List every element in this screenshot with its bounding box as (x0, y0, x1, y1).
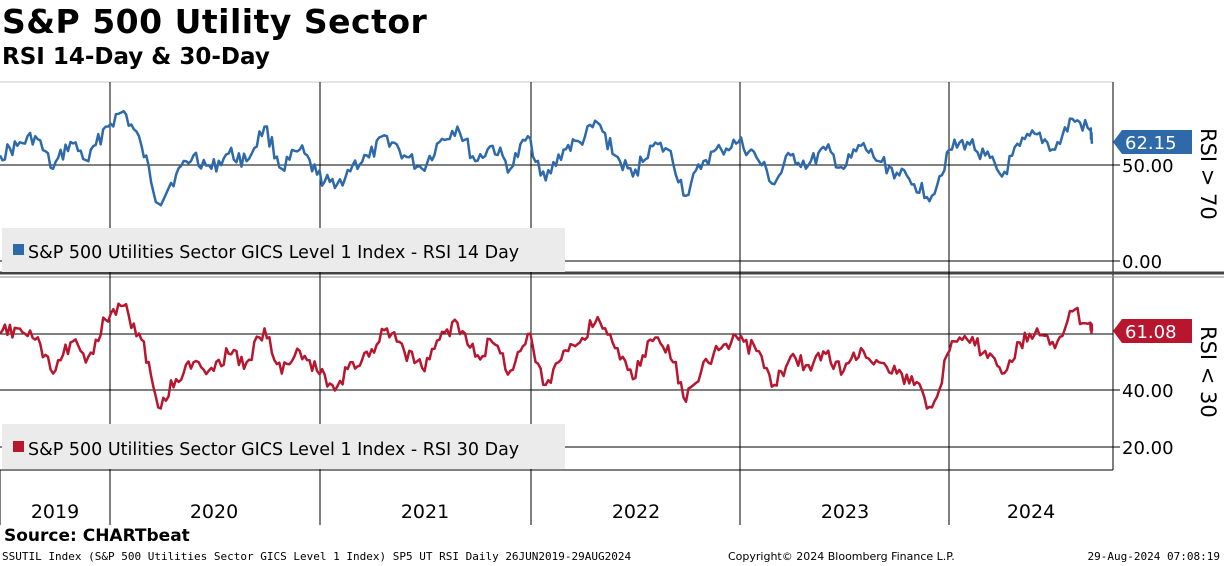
rsi14-last-value-flag: 62.15 (1113, 130, 1192, 154)
rsi14-legend: S&P 500 Utilities Sector GICS Level 1 In… (2, 228, 565, 272)
rsi30-points (0, 305, 1093, 408)
rsi14-last-value: 62.15 (1125, 133, 1177, 154)
y-tick-label: 0.00 (1122, 252, 1162, 273)
y-tick-label: 50.00 (1122, 156, 1174, 177)
frame (0, 81, 1224, 525)
x-tick-label: 2020 (190, 501, 238, 523)
x-tick-label: 2023 (821, 501, 869, 523)
y-tick-label: 20.00 (1122, 438, 1174, 459)
x-tick-label: 2021 (401, 501, 449, 523)
rsi30-last-value: 61.08 (1125, 322, 1177, 343)
rsi14-points (0, 111, 1093, 204)
rsi30-last-value-flag: 61.08 (1113, 319, 1192, 343)
x-tick-label: 2019 (31, 501, 79, 523)
x-tick-label: 2024 (1007, 501, 1055, 523)
rsi14-legend-swatch (13, 244, 24, 255)
reference-lines (0, 164, 1113, 448)
rsi30-legend-label: S&P 500 Utilities Sector GICS Level 1 In… (28, 440, 519, 460)
rsi30-legend-swatch (13, 441, 24, 452)
rsi30-series-line (0, 302, 1094, 410)
x-tick-label: 2022 (612, 501, 660, 523)
rsi30-legend: S&P 500 Utilities Sector GICS Level 1 In… (2, 424, 565, 469)
y-tick-marks (1113, 164, 1120, 448)
rsi30-side-label: RSI < 30 (1196, 326, 1220, 418)
timestamp: 29-Aug-2024 07:08:19 (1087, 550, 1220, 563)
chart-title: S&P 500 Utility Sector (2, 2, 428, 41)
rsi14-series-line (0, 109, 1094, 207)
chart-subtitle: RSI 14-Day & 30-Day (2, 44, 270, 70)
y-tick-label: 40.00 (1122, 381, 1174, 402)
security-description: SSUTIL Index (S&P 500 Utilities Sector G… (2, 550, 632, 563)
source-note: Source: CHARTbeat (4, 526, 190, 546)
rsi14-side-label: RSI > 70 (1196, 128, 1220, 220)
legend-background (2, 424, 565, 469)
legend-background (2, 228, 565, 272)
copyright-note: Copyright© 2024 Bloomberg Finance L.P. (728, 550, 955, 563)
rsi14-legend-label: S&P 500 Utilities Sector GICS Level 1 In… (28, 243, 519, 263)
